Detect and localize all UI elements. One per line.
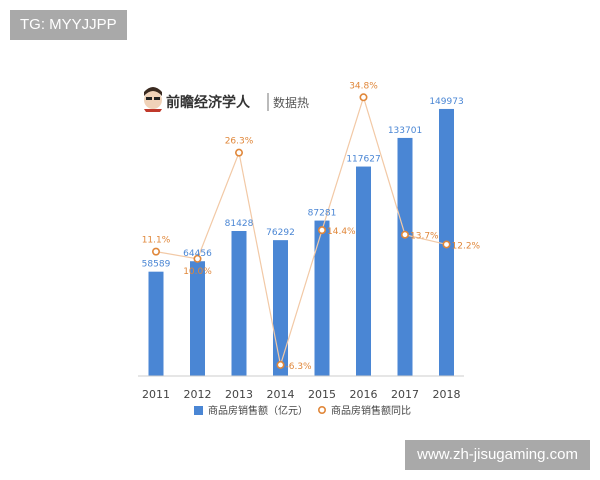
x-tick-2018: 2018 <box>433 388 461 401</box>
yoy-point-2017 <box>400 230 409 239</box>
brand-subtitle: 数据热 <box>273 95 309 110</box>
yoy-label-2013: 26.3% <box>225 137 254 147</box>
yoy-label-2015: 14.4% <box>327 227 356 237</box>
x-tick-2017: 2017 <box>391 388 419 401</box>
bar-value-label-2018: 149973 <box>429 97 463 107</box>
bar-2011 <box>148 271 164 376</box>
yoy-label-2012: 10.0% <box>183 267 212 277</box>
brand-name: 前瞻经济学人 <box>166 94 251 111</box>
x-tick-2015: 2015 <box>308 388 336 401</box>
bar-value-label-2012: 64456 <box>183 249 212 259</box>
legend-line-marker <box>317 405 326 414</box>
yoy-line <box>155 95 447 366</box>
yoy-point-2013 <box>235 148 244 157</box>
x-tick-2011: 2011 <box>142 388 170 401</box>
yoy-label-2014: -6.3% <box>286 362 313 372</box>
bar-value-label-2011: 58589 <box>142 260 171 270</box>
yoy-line-layer <box>152 93 451 369</box>
labels-layer: 58589 64456 81428 76292 87281 117627 133701 149… <box>142 81 481 372</box>
bar-2014 <box>273 240 288 376</box>
yoy-label-2018: 12.2% <box>452 241 481 251</box>
bar-value-label-2015: 87281 <box>308 209 337 219</box>
bar-2016 <box>356 166 371 376</box>
bar-value-label-2016: 117627 <box>346 155 380 165</box>
bar-value-label-2017: 133701 <box>388 126 422 136</box>
yoy-point-2011 <box>152 247 161 256</box>
bar-2012 <box>190 261 205 376</box>
bar-value-label-2014: 76292 <box>266 228 295 238</box>
brand-header: 前瞻经济学人 数据热 <box>144 87 309 112</box>
legend-bar-swatch <box>194 406 203 415</box>
legend: 商品房销售额（亿元） 商品房销售额同比 <box>194 404 411 417</box>
yoy-label-2011: 11.1% <box>142 236 171 246</box>
yoy-point-2012 <box>193 254 202 263</box>
bar-2017 <box>397 137 413 376</box>
bar-2015 <box>314 220 330 376</box>
legend-bar-label: 商品房销售额（亿元） <box>208 404 308 417</box>
x-tick-2013: 2013 <box>225 388 253 401</box>
bars-layer <box>148 108 454 377</box>
legend-line-label: 商品房销售额同比 <box>331 404 411 417</box>
yoy-label-2017: 13.7% <box>410 232 439 242</box>
avatar-icon <box>144 87 162 112</box>
bar-2013 <box>231 231 247 376</box>
x-tick-2012: 2012 <box>184 388 212 401</box>
yoy-point-2018 <box>442 240 451 249</box>
yoy-point-2015 <box>317 226 326 235</box>
yoy-point-2014 <box>276 360 285 369</box>
x-tick-2014: 2014 <box>267 388 295 401</box>
yoy-point-2016 <box>359 93 368 102</box>
yoy-label-2016: 34.8% <box>349 81 378 91</box>
bar-value-label-2013: 81428 <box>225 219 254 229</box>
watermark-tag-top: TG: MYYJJPP <box>10 10 127 40</box>
watermark-tag-bottom: www.zh-jisugaming.com <box>405 440 590 470</box>
x-tick-labels: 2011 2012 2013 2014 2015 2016 2017 2018 <box>142 388 461 401</box>
x-tick-2016: 2016 <box>350 388 378 401</box>
